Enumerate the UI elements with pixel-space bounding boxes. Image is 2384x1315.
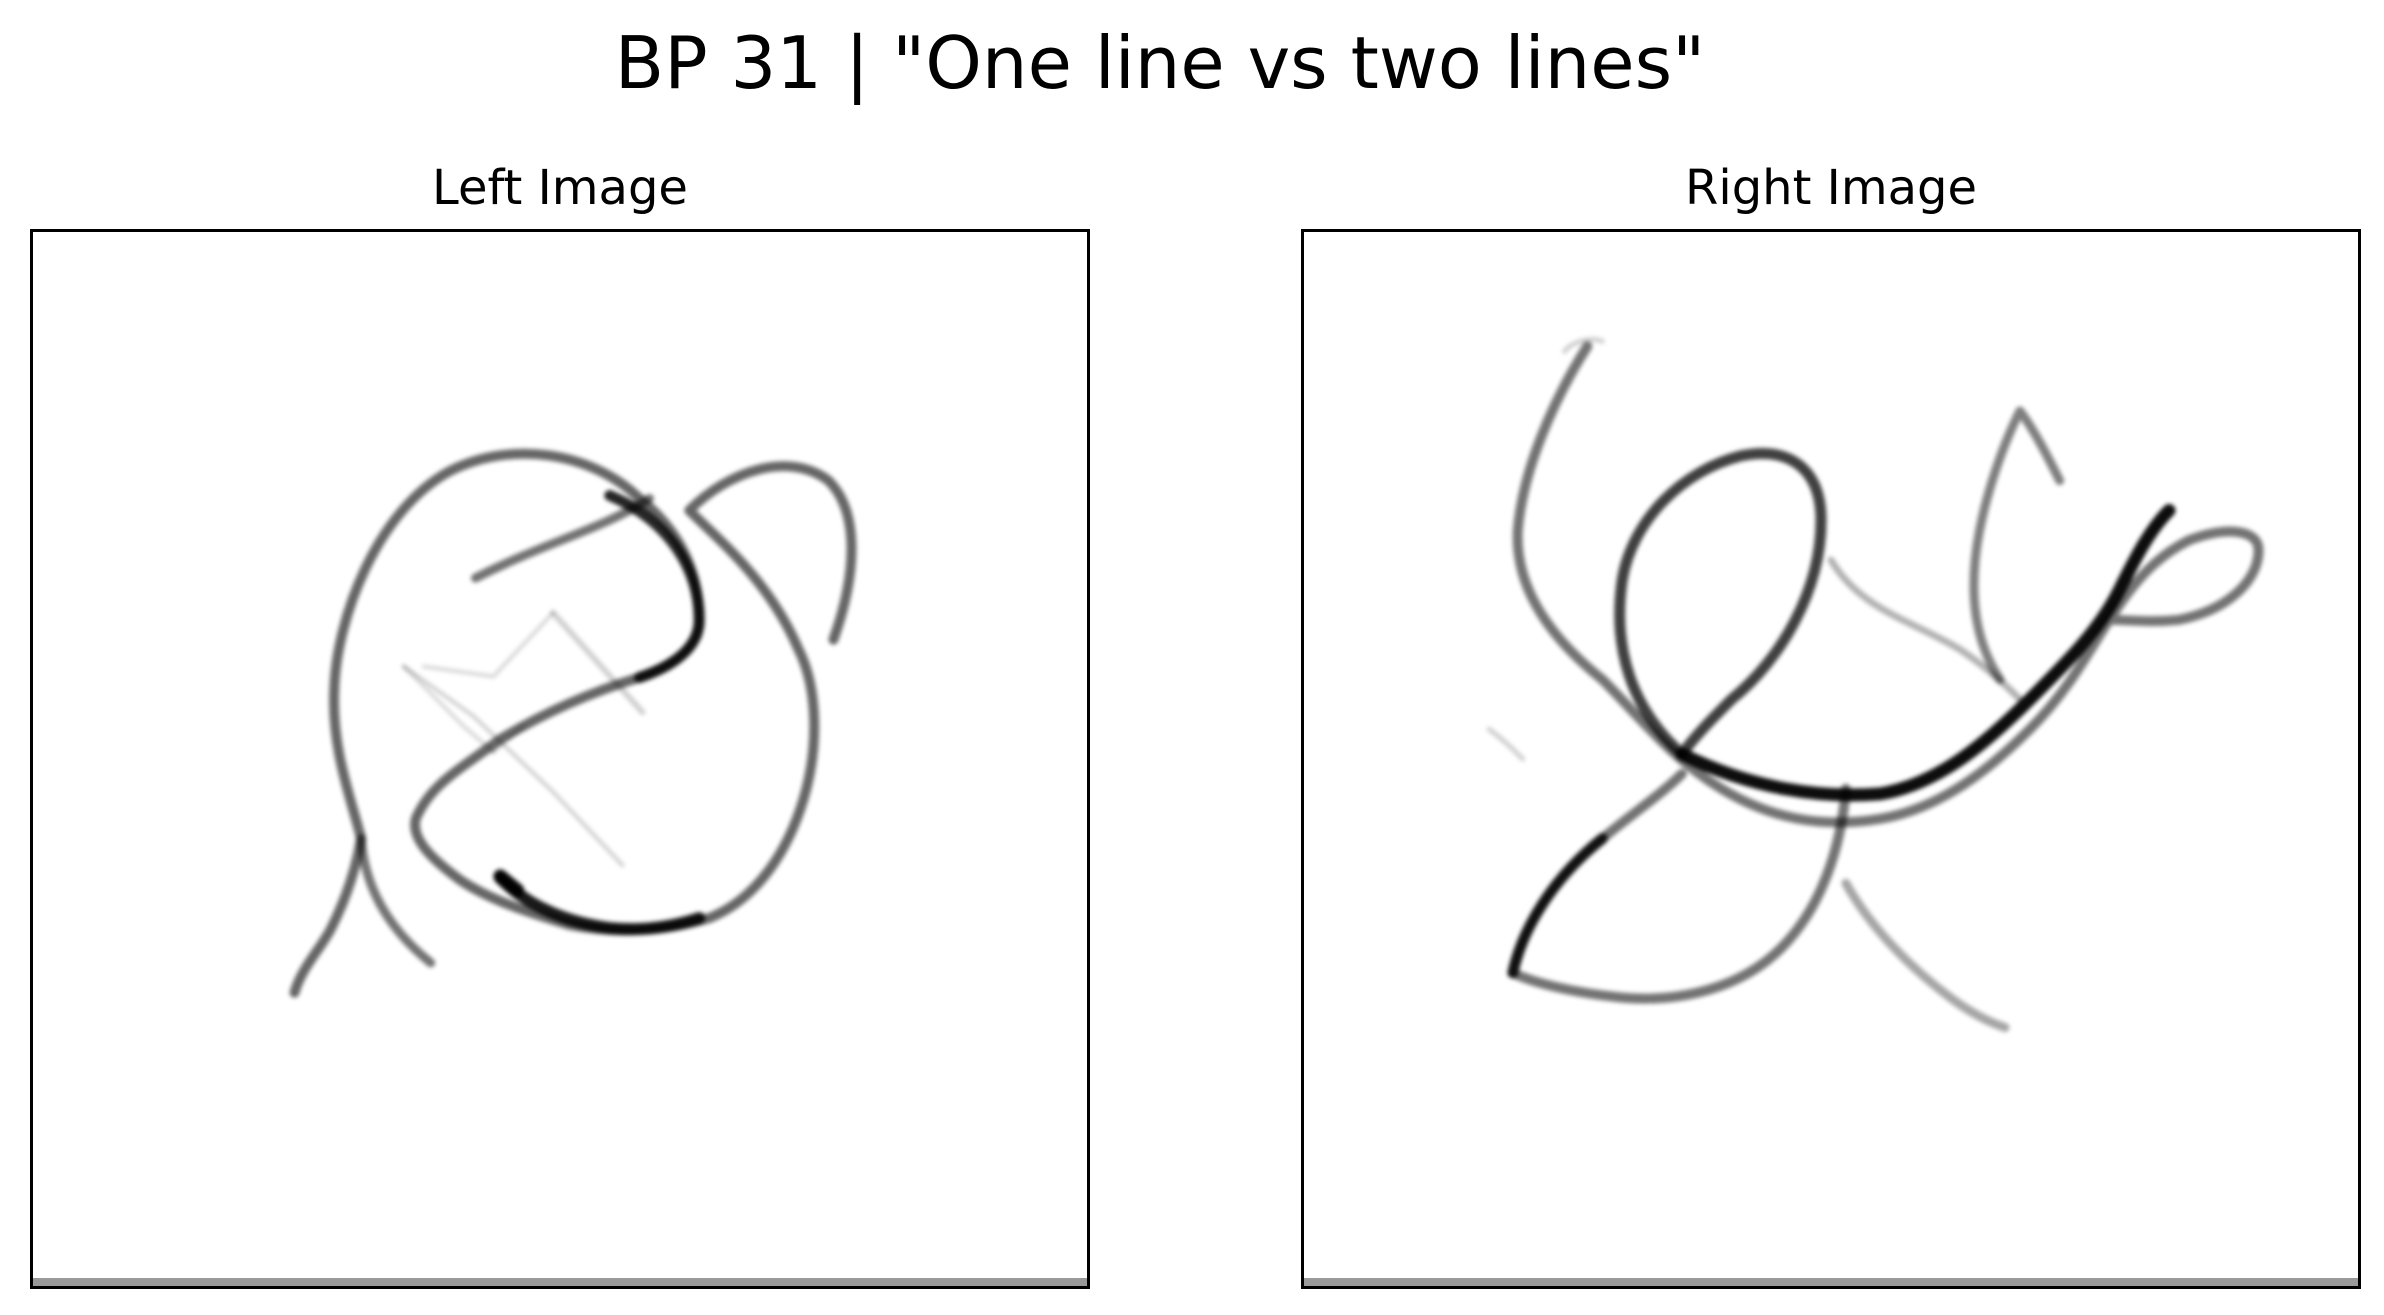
right-drawing <box>1486 336 2264 1032</box>
left-dark-upper-segment <box>604 490 705 683</box>
left-faint-stroke-1 <box>401 664 625 868</box>
right-line-1 <box>1512 341 2264 828</box>
figure-title: BP 31 | "One line vs two lines" <box>614 21 1706 105</box>
right-dark-diagonal <box>1675 503 2176 802</box>
right-dark-lower-left <box>1507 833 1608 979</box>
left-drawing <box>289 448 857 998</box>
left-main-curve <box>289 448 857 998</box>
right-faint-wisp-left <box>1486 726 1526 762</box>
right-panel-title: Right Image <box>1685 160 1977 216</box>
left-dark-bottom-segment <box>494 872 706 936</box>
right-middle-connector <box>1827 556 2024 703</box>
left-hook-stroke <box>356 834 436 968</box>
right-small-loop <box>1969 406 2065 684</box>
right-line-2-lower-loop <box>1507 768 1851 1004</box>
right-image-panel <box>1301 229 2361 1289</box>
left-dark-spot <box>493 869 525 898</box>
left-cross-stroke <box>471 494 654 583</box>
right-faint-wisp-top <box>1562 336 1605 354</box>
left-image-panel <box>30 229 1090 1289</box>
left-faint-stroke-2 <box>421 610 556 679</box>
right-tail <box>1841 878 2010 1032</box>
left-panel-title: Left Image <box>432 160 688 216</box>
right-upper-loop <box>1614 448 1827 760</box>
left-faint-stroke-3 <box>401 664 496 755</box>
left-faint-stroke-4 <box>550 609 646 716</box>
